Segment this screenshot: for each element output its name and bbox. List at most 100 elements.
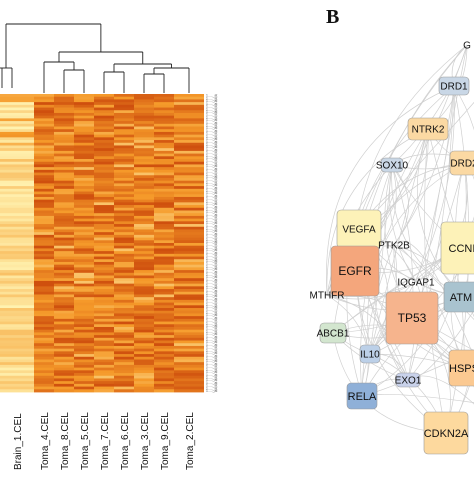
heatmap-cell: [134, 186, 154, 189]
heatmap-cell: [114, 189, 134, 192]
heatmap-cell: [54, 338, 74, 341]
heatmap-cell: [74, 305, 94, 308]
heatmap-cell: [134, 387, 154, 390]
heatmap-cell: [134, 259, 154, 262]
heatmap-cell: [174, 259, 204, 262]
heatmap-cell: [0, 284, 34, 287]
heatmap-cell: [154, 175, 174, 178]
heatmap-cell: [74, 370, 94, 373]
heatmap-cell: [134, 97, 154, 100]
heatmap-cell: [74, 148, 94, 151]
heatmap-cell: [54, 387, 74, 390]
heatmap-cell: [114, 151, 134, 154]
heatmap-cell: [74, 238, 94, 241]
heatmap-cell: [94, 373, 114, 376]
heatmap-cell: [134, 368, 154, 371]
heatmap-cell: [174, 338, 204, 341]
heatmap-cell: [54, 238, 74, 241]
heatmap-cell: [74, 286, 94, 289]
heatmap-cell: [0, 281, 34, 284]
heatmap-cell: [94, 308, 114, 311]
gene-node-g: G: [463, 41, 471, 52]
heatmap-cell: [134, 202, 154, 205]
gene-node-label: PTK2B: [378, 241, 410, 252]
heatmap-cell: [174, 151, 204, 154]
heatmap-cell: [174, 173, 204, 176]
heatmap-cell: [134, 151, 154, 154]
heatmap-cell: [134, 167, 154, 170]
heatmap-cell: [54, 343, 74, 346]
heatmap-cell: [74, 381, 94, 384]
heatmap-cell: [134, 327, 154, 330]
heatmap-cell: [94, 246, 114, 249]
heatmap-cell: [54, 351, 74, 354]
heatmap-cell: [34, 351, 54, 354]
heatmap-cell: [154, 354, 174, 357]
heatmap-cell: [94, 335, 114, 338]
heatmap-cell: [34, 173, 54, 176]
heatmap-cell: [114, 227, 134, 230]
heatmap-cell: [94, 343, 114, 346]
heatmap-cell: [54, 319, 74, 322]
heatmap-cell: [34, 319, 54, 322]
heatmap-cell: [0, 381, 34, 384]
heatmap-cell: [114, 316, 134, 319]
heatmap-cell: [0, 156, 34, 159]
heatmap-cell: [74, 118, 94, 121]
heatmap-cell: [54, 108, 74, 111]
heatmap-cell: [34, 311, 54, 314]
heatmap-cell: [54, 246, 74, 249]
heatmap-cell: [114, 343, 134, 346]
gene-node-label: MTHFR: [310, 291, 345, 302]
heatmap-cell: [94, 259, 114, 262]
heatmap-cell: [94, 273, 114, 276]
heatmap-cell: [34, 99, 54, 102]
heatmap-cell: [134, 235, 154, 238]
heatmap-cell: [154, 316, 174, 319]
gene-node-label: IL10: [360, 350, 380, 361]
heatmap-cell: [34, 359, 54, 362]
heatmap-cell: [74, 113, 94, 116]
heatmap-cell: [154, 219, 174, 222]
heatmap-cell: [54, 327, 74, 330]
heatmap-cell: [114, 384, 134, 387]
heatmap-cell: [54, 143, 74, 146]
heatmap-cell: [54, 359, 74, 362]
heatmap-cell: [154, 162, 174, 165]
heatmap-cell: [174, 205, 204, 208]
heatmap-cell: [154, 246, 174, 249]
heatmap-cell: [74, 327, 94, 330]
heatmap-cell: [74, 311, 94, 314]
heatmap-cell: [0, 343, 34, 346]
heatmap-cell: [154, 235, 174, 238]
heatmap-cell: [94, 178, 114, 181]
heatmap-cell: [174, 351, 204, 354]
heatmap-cell: [0, 97, 34, 100]
heatmap-cell: [174, 113, 204, 116]
heatmap-cell: [34, 94, 54, 97]
heatmap-cell: [74, 200, 94, 203]
heatmap-cell: [134, 303, 154, 306]
heatmap-cell: [174, 378, 204, 381]
heatmap-cell: [54, 349, 74, 352]
heatmap-cell: [94, 387, 114, 390]
heatmap-cell: [174, 140, 204, 143]
heatmap-cell: [74, 368, 94, 371]
heatmap-cell: [0, 224, 34, 227]
heatmap-cell: [34, 232, 54, 235]
heatmap-cell: [134, 373, 154, 376]
heatmap-cell: [34, 162, 54, 165]
heatmap-cell: [134, 362, 154, 365]
heatmap-cell: [0, 303, 34, 306]
heatmap-cell: [94, 219, 114, 222]
network-edge: [392, 45, 467, 165]
heatmap-cell: [134, 267, 154, 270]
heatmap-cell: [0, 167, 34, 170]
heatmap-cell: [34, 238, 54, 241]
heatmap-cell: [94, 381, 114, 384]
heatmap-cell: [34, 273, 54, 276]
heatmap-cell: [0, 181, 34, 184]
heatmap-cell: [0, 154, 34, 157]
heatmap-cell: [174, 154, 204, 157]
heatmap-cell: [74, 224, 94, 227]
